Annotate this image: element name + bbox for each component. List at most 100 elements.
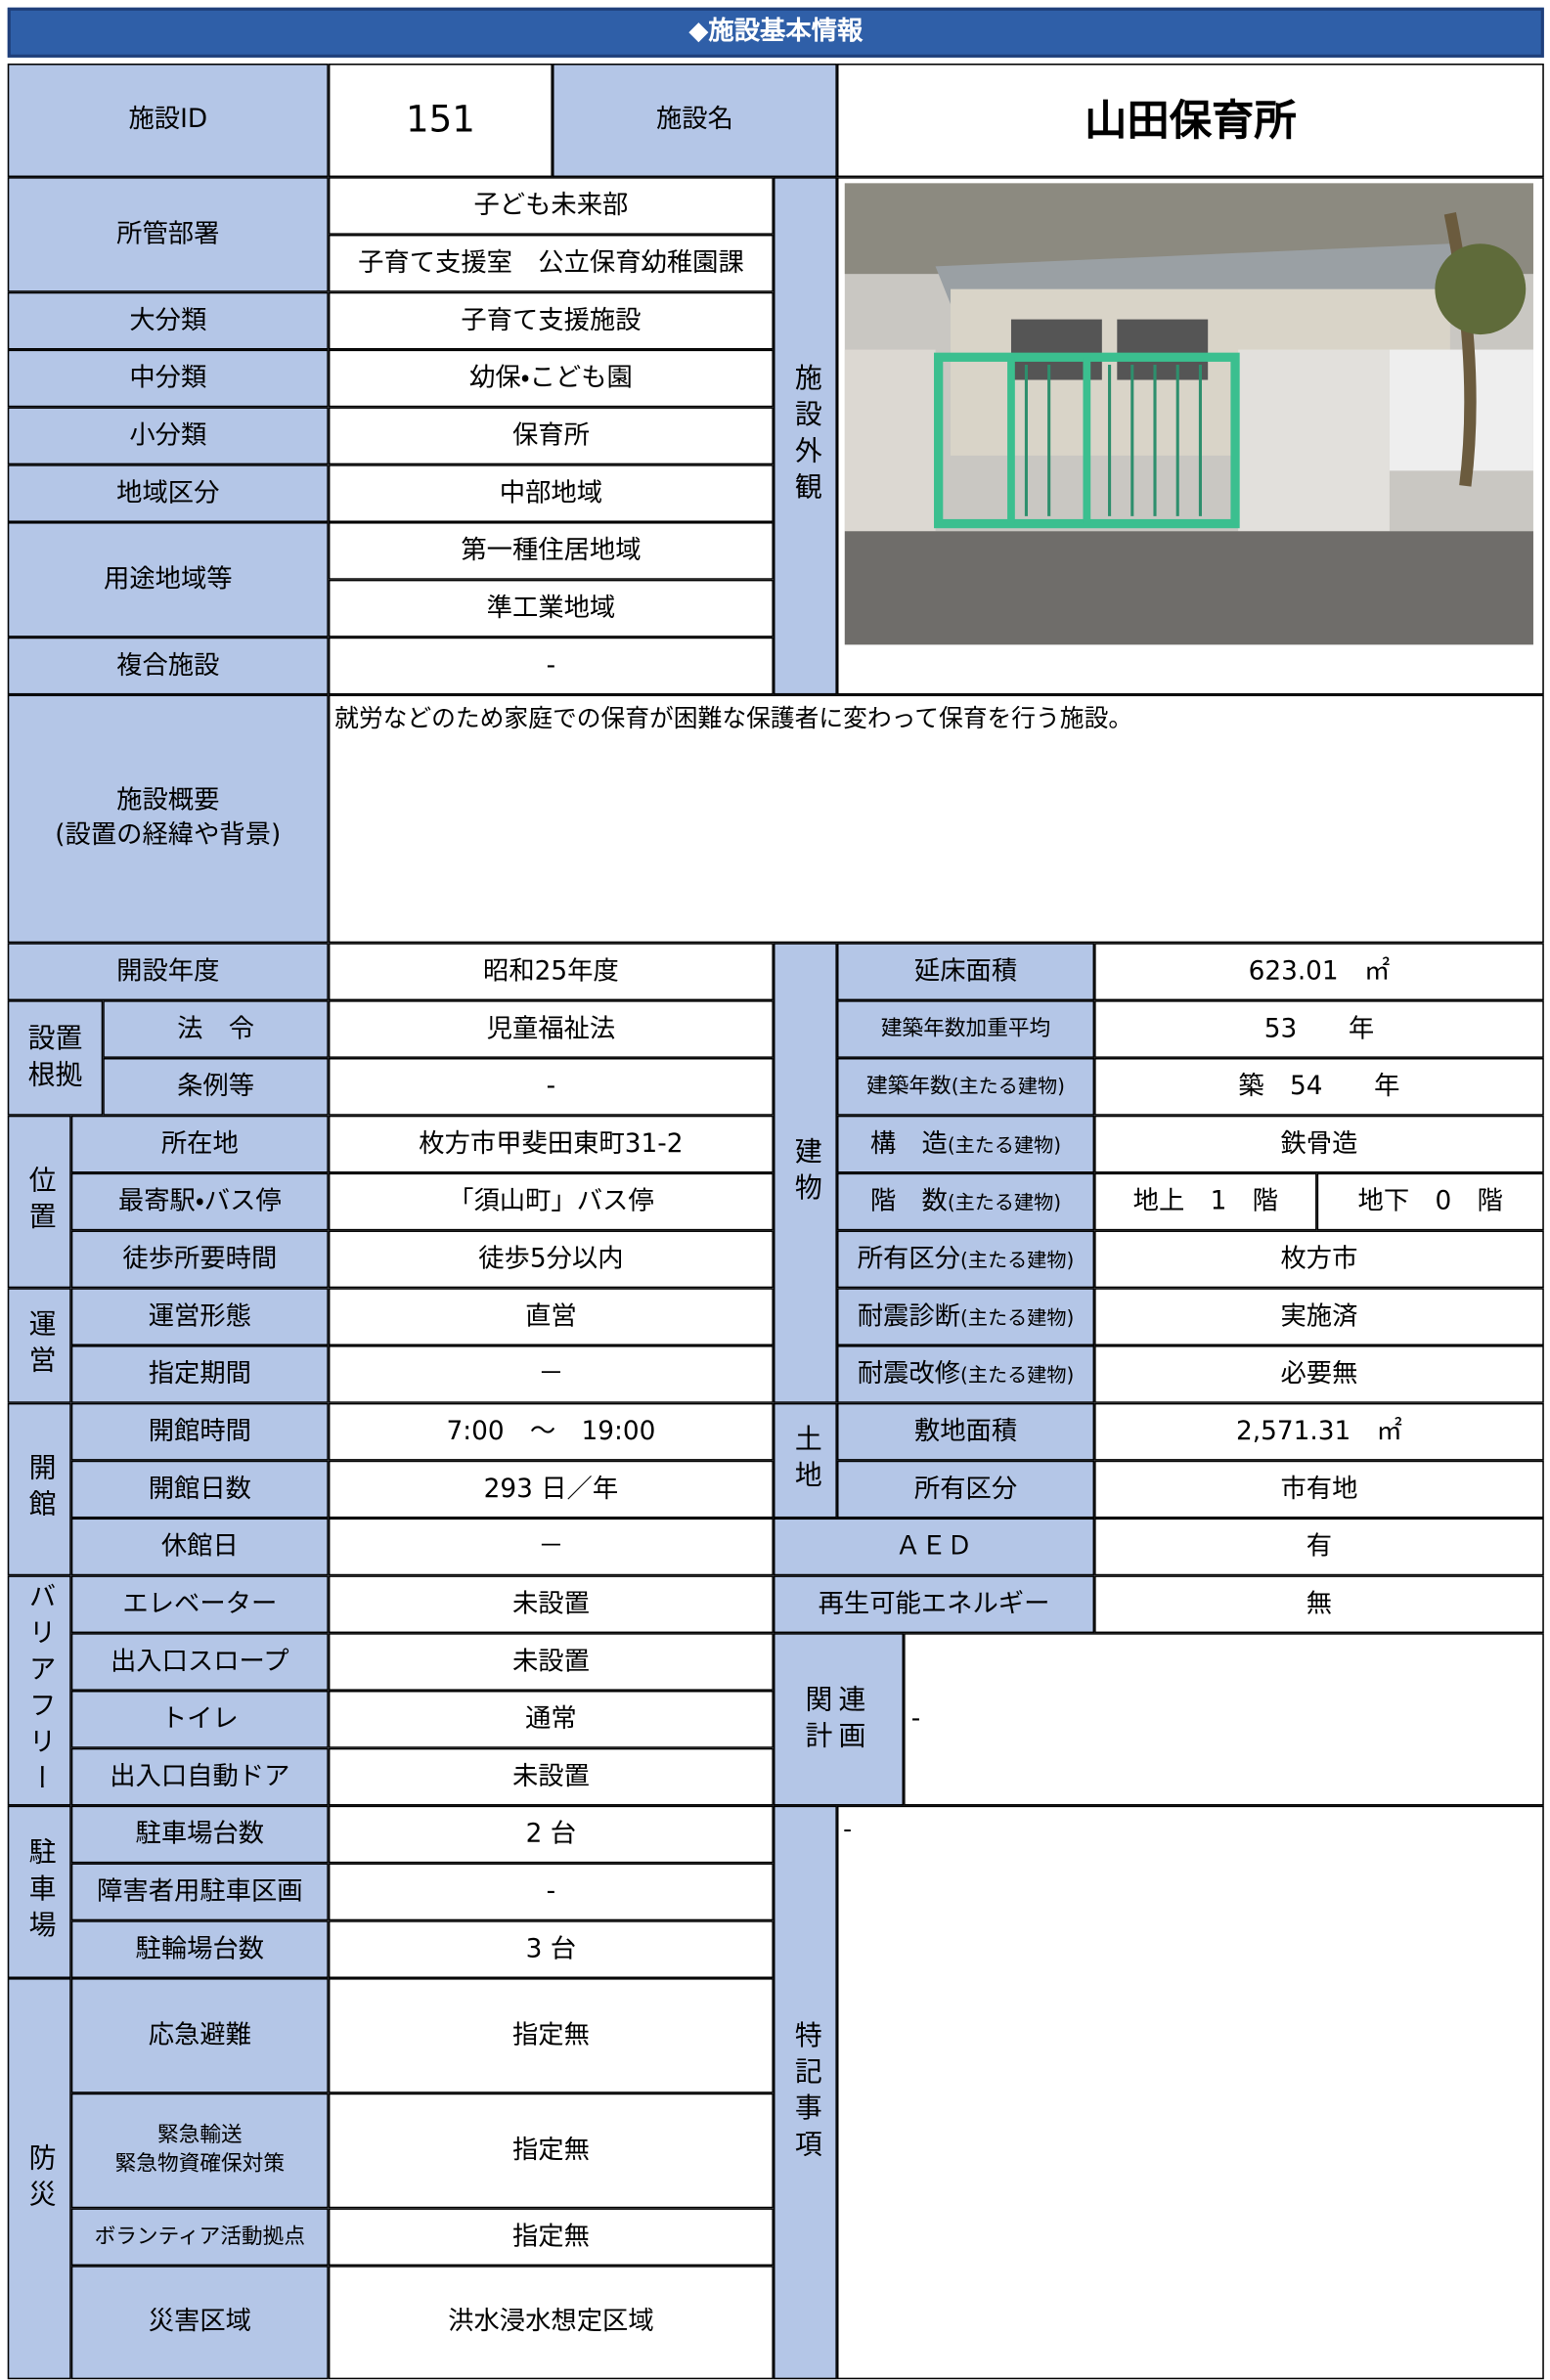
field-label-text: 出入口自動ドア bbox=[110, 1760, 290, 1791]
field-label-text: 緊急輸送 緊急物資確保対策 bbox=[114, 2123, 285, 2177]
field-label: 運営形態 bbox=[70, 1288, 329, 1346]
field-label: トイレ bbox=[70, 1690, 329, 1748]
group-label-text: 設置根拠 bbox=[27, 1022, 83, 1091]
field-label-text: 耐震診断 bbox=[857, 1300, 960, 1332]
field-value-text: 必要無 bbox=[1280, 1358, 1358, 1389]
sheet-title: ◆施設基本情報 bbox=[7, 7, 1544, 58]
field-label-text: 施設ID bbox=[128, 104, 208, 135]
field-label: 最寄駅・バス停 bbox=[70, 1172, 329, 1231]
field-value-text: － bbox=[538, 1530, 564, 1562]
field-label-text: ＡＥＤ bbox=[895, 1530, 973, 1562]
field-value-text: 未設置 bbox=[511, 1588, 590, 1619]
summary-text: 就労などのため家庭での保育が困難な保護者に変わって保育を行う施設。 bbox=[328, 694, 1544, 944]
field-label-text: 再生可能エネルギー bbox=[818, 1588, 1050, 1619]
group-label: 位置 bbox=[7, 1115, 71, 1289]
field-value-text: 実施済 bbox=[1280, 1300, 1358, 1332]
field-value: 枚方市甲斐田東町31-2 bbox=[328, 1115, 774, 1173]
field-label: 小分類 bbox=[7, 407, 329, 465]
group-label: 開館 bbox=[7, 1402, 71, 1576]
field-value-text: 2 台 bbox=[525, 1818, 577, 1849]
field-value: 実施済 bbox=[1094, 1288, 1544, 1346]
field-value-text: 子育て支援室 公立保育幼稚園課 bbox=[358, 247, 744, 279]
field-label-text: 延床面積 bbox=[913, 955, 1018, 987]
field-value: 枚方市 bbox=[1094, 1230, 1544, 1289]
field-value: 築 54 年 bbox=[1094, 1057, 1544, 1116]
field-value: － bbox=[328, 1518, 774, 1576]
field-label: 施設ID bbox=[7, 64, 329, 178]
field-label-text: 所在地 bbox=[160, 1127, 239, 1159]
field-label: 施設名 bbox=[552, 64, 837, 178]
field-value-text: 準工業地域 bbox=[486, 593, 616, 623]
field-value: 7:00 ～ 19:00 bbox=[328, 1402, 774, 1461]
field-label-text: トイレ bbox=[160, 1703, 239, 1735]
field-label: 中分類 bbox=[7, 349, 329, 408]
sheet-title-text: ◆施設基本情報 bbox=[688, 17, 864, 48]
field-value-text: 指定無 bbox=[511, 2019, 590, 2050]
field-value: - bbox=[904, 1633, 1544, 1806]
field-label-text: 所管部署 bbox=[116, 218, 220, 249]
field-label-text: 中分類 bbox=[129, 362, 207, 393]
field-label: 建築年数加重平均 bbox=[836, 1000, 1095, 1058]
field-value-text: 未設置 bbox=[511, 1760, 590, 1791]
field-value-text: - bbox=[546, 649, 556, 681]
facility-name-text: 山田保育所 bbox=[1085, 94, 1297, 145]
field-value-text: 指定無 bbox=[511, 2135, 590, 2166]
field-label: エレベーター bbox=[70, 1575, 329, 1634]
field-label: 休館日 bbox=[70, 1518, 329, 1576]
field-label: 法 令 bbox=[103, 1000, 329, 1058]
group-label: バリアフリー bbox=[7, 1575, 71, 1806]
field-value-text: 指定無 bbox=[511, 2221, 590, 2252]
field-label-text: 建築年数 bbox=[866, 1074, 952, 1099]
field-label-text: 徒歩所要時間 bbox=[122, 1243, 278, 1274]
field-label: 耐震診断 (主たる建物) bbox=[836, 1288, 1095, 1346]
field-label: 用途地域等 bbox=[7, 522, 329, 638]
field-value-text: － bbox=[538, 1358, 564, 1389]
field-value: － bbox=[328, 1345, 774, 1403]
field-label: 施設概要 (設置の経緯や背景) bbox=[7, 694, 329, 944]
field-value-text: 未設置 bbox=[511, 1646, 590, 1677]
field-value: 中部地域 bbox=[328, 464, 774, 523]
field-value: 2 台 bbox=[328, 1805, 774, 1864]
field-label-text: 地域区分 bbox=[116, 477, 220, 508]
field-label: 駐車場台数 bbox=[70, 1805, 329, 1864]
field-value: 子ども未来部 bbox=[328, 177, 774, 235]
field-value-text: 徒歩5分以内 bbox=[478, 1243, 624, 1274]
field-label-text: 構 造 bbox=[869, 1127, 948, 1159]
field-label: 災害区域 bbox=[70, 2266, 329, 2380]
field-value-text: 地下 0 階 bbox=[1357, 1185, 1503, 1216]
field-label-text: 複合施設 bbox=[116, 649, 220, 681]
field-value: 未設置 bbox=[328, 1747, 774, 1806]
field-value-text: 子ども未来部 bbox=[473, 190, 629, 221]
field-label: 開館時間 bbox=[70, 1402, 329, 1461]
field-label: 所有区分 bbox=[836, 1460, 1095, 1519]
field-label-text: 出入口スロープ bbox=[110, 1646, 289, 1677]
field-label-text: ボランティア活動拠点 bbox=[94, 2224, 306, 2249]
field-label-text: 所有区分 bbox=[857, 1243, 960, 1274]
field-value: 第一種住居地域 bbox=[328, 522, 774, 580]
field-value: 293 日／年 bbox=[328, 1460, 774, 1519]
photo-frame bbox=[836, 177, 1544, 695]
field-label: 出入口スロープ bbox=[70, 1633, 329, 1691]
field-value-text: 児童福祉法 bbox=[486, 1013, 616, 1044]
field-value: - bbox=[836, 1805, 1544, 2380]
field-value-text: 有 bbox=[1306, 1530, 1333, 1562]
field-value-text: 7:00 ～ 19:00 bbox=[446, 1416, 656, 1447]
group-label-text: 特記事項 bbox=[790, 2019, 822, 2166]
field-label: 指定期間 bbox=[70, 1345, 329, 1403]
facility-name: 山田保育所 bbox=[836, 64, 1544, 178]
field-label-text: 施設名 bbox=[655, 104, 733, 135]
field-value-text: 鉄骨造 bbox=[1280, 1127, 1358, 1159]
field-value-text: 3 台 bbox=[525, 1933, 577, 1964]
field-value-text: - bbox=[546, 1071, 556, 1102]
field-value-text: - bbox=[546, 1875, 556, 1907]
field-value: 鉄骨造 bbox=[1094, 1115, 1544, 1173]
field-value: 無 bbox=[1094, 1575, 1544, 1634]
field-label: 階 数 (主たる建物) bbox=[836, 1172, 1095, 1231]
field-label-text: 駐輪場台数 bbox=[135, 1933, 265, 1964]
field-label: 大分類 bbox=[7, 291, 329, 350]
field-label-text: 階 数 bbox=[869, 1185, 948, 1216]
field-label-text: 用途地域等 bbox=[104, 563, 233, 595]
field-label: 出入口自動ドア bbox=[70, 1747, 329, 1806]
field-label-text: 最寄駅・バス停 bbox=[117, 1185, 282, 1216]
field-label: 開館日数 bbox=[70, 1460, 329, 1519]
